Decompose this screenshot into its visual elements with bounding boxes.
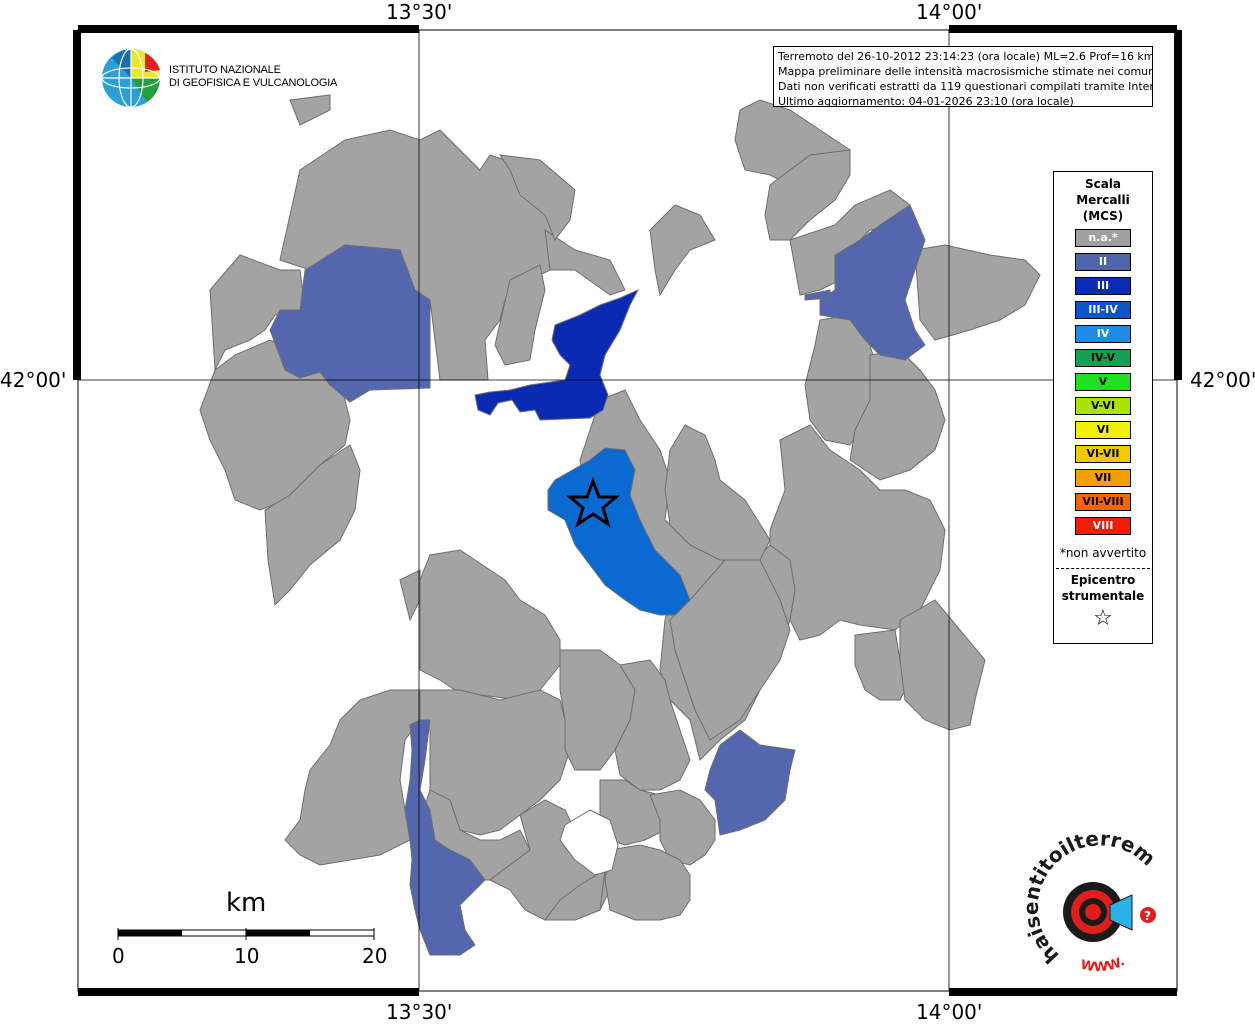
scale-label-20: 20 — [362, 944, 388, 968]
frame-bar-right-top — [1174, 30, 1182, 380]
stamp-question: ? — [1144, 909, 1151, 923]
bottom-lon-label-13-30: 13°30' — [386, 1000, 453, 1024]
mcs-legend: Scala Mercalli (MCS) n.a.* II III III-IV IV I… — [1053, 171, 1153, 644]
ingv-logo-line1: ISTITUTO NAZIONALE — [169, 64, 281, 76]
info-line-2: Mappa preliminare delle intensità macros… — [778, 65, 1153, 78]
ingv-logo-line2: DI GEOFISICA E VULCANOLOGIA — [169, 77, 338, 89]
legend-title-line3: (MCS) — [1082, 209, 1124, 223]
frame-bar-top-right — [949, 25, 1177, 33]
legend-epicentre: Epicentro strumentale — [1054, 572, 1152, 604]
legend-item-iii: III — [1075, 277, 1131, 295]
legend-item-v-vi: V-VI — [1075, 397, 1131, 415]
legend-title-line1: Scala — [1084, 177, 1122, 191]
info-line-4: Ultimo aggiornamento: 04-01-2026 23:10 (… — [778, 95, 1074, 107]
legend-item-ii: II — [1075, 253, 1131, 271]
legend-item-iv-v: IV-V — [1075, 349, 1131, 367]
info-line-1: Terremoto del 26-10-2012 23:14:23 (ora l… — [778, 50, 1153, 63]
legend-separator — [1056, 568, 1150, 569]
scale-bar — [117, 928, 375, 940]
legend-title-line2: Mercalli — [1076, 193, 1130, 207]
municipalities-ii — [269, 204, 926, 956]
top-lon-label-14-00: 14°00' — [916, 0, 983, 24]
legend-epicentre-line2: strumentale — [1061, 589, 1145, 603]
stamp-www: WWW. — [1079, 954, 1127, 975]
municipalities-iv — [547, 447, 691, 616]
legend-item-vi-vii: VI-VII — [1075, 445, 1131, 463]
legend-item-viii: VIII — [1075, 517, 1131, 535]
legend-title: Scala Mercalli (MCS) — [1054, 176, 1152, 224]
municipalities-iii — [474, 288, 640, 421]
map-holes — [559, 809, 619, 876]
frame-bar-top-left — [78, 25, 419, 33]
legend-epicentre-line1: Epicentro — [1070, 573, 1136, 587]
legend-item-vi: VI — [1075, 421, 1131, 439]
scale-label-0: 0 — [112, 944, 125, 968]
legend-item-vii: VII — [1075, 469, 1131, 487]
legend-item-n-a: n.a.* — [1075, 229, 1131, 247]
bottom-lon-label-14-00: 14°00' — [916, 1000, 983, 1024]
top-lon-label-13-30: 13°30' — [386, 0, 453, 24]
legend-item-iii-iv: III-IV — [1075, 301, 1131, 319]
municipalities-na — [199, 94, 1041, 921]
info-line-3: Dati non verificati estratti da 119 ques… — [778, 80, 1153, 93]
legend-epicentre-star-icon: ☆ — [1093, 606, 1113, 631]
map-frame — [77, 29, 1178, 992]
ingv-globe-logo — [101, 48, 161, 108]
right-lat-label: 42°00' — [1190, 368, 1255, 392]
legend-item-v: V — [1075, 373, 1131, 391]
epicentre-star — [565, 476, 621, 528]
event-info-box: Terremoto del 26-10-2012 23:14:23 (ora l… — [773, 46, 1153, 107]
legend-item-iv: IV — [1075, 325, 1131, 343]
frame-bar-bottom-right — [949, 988, 1177, 996]
graticule — [78, 30, 1177, 991]
left-lat-label: 42°00' — [0, 368, 67, 392]
legend-item-vii-viii: VII-VIII — [1075, 493, 1131, 511]
legend-note: *non avvertito — [1059, 546, 1147, 560]
frame-bar-left-top — [73, 30, 81, 380]
scale-unit-label: km — [226, 888, 267, 918]
ingv-logo-text: ISTITUTO NAZIONALE DI GEOFISICA E VULCAN… — [169, 64, 337, 90]
frame-bar-bottom-left — [78, 988, 419, 996]
scale-label-10: 10 — [234, 944, 260, 968]
